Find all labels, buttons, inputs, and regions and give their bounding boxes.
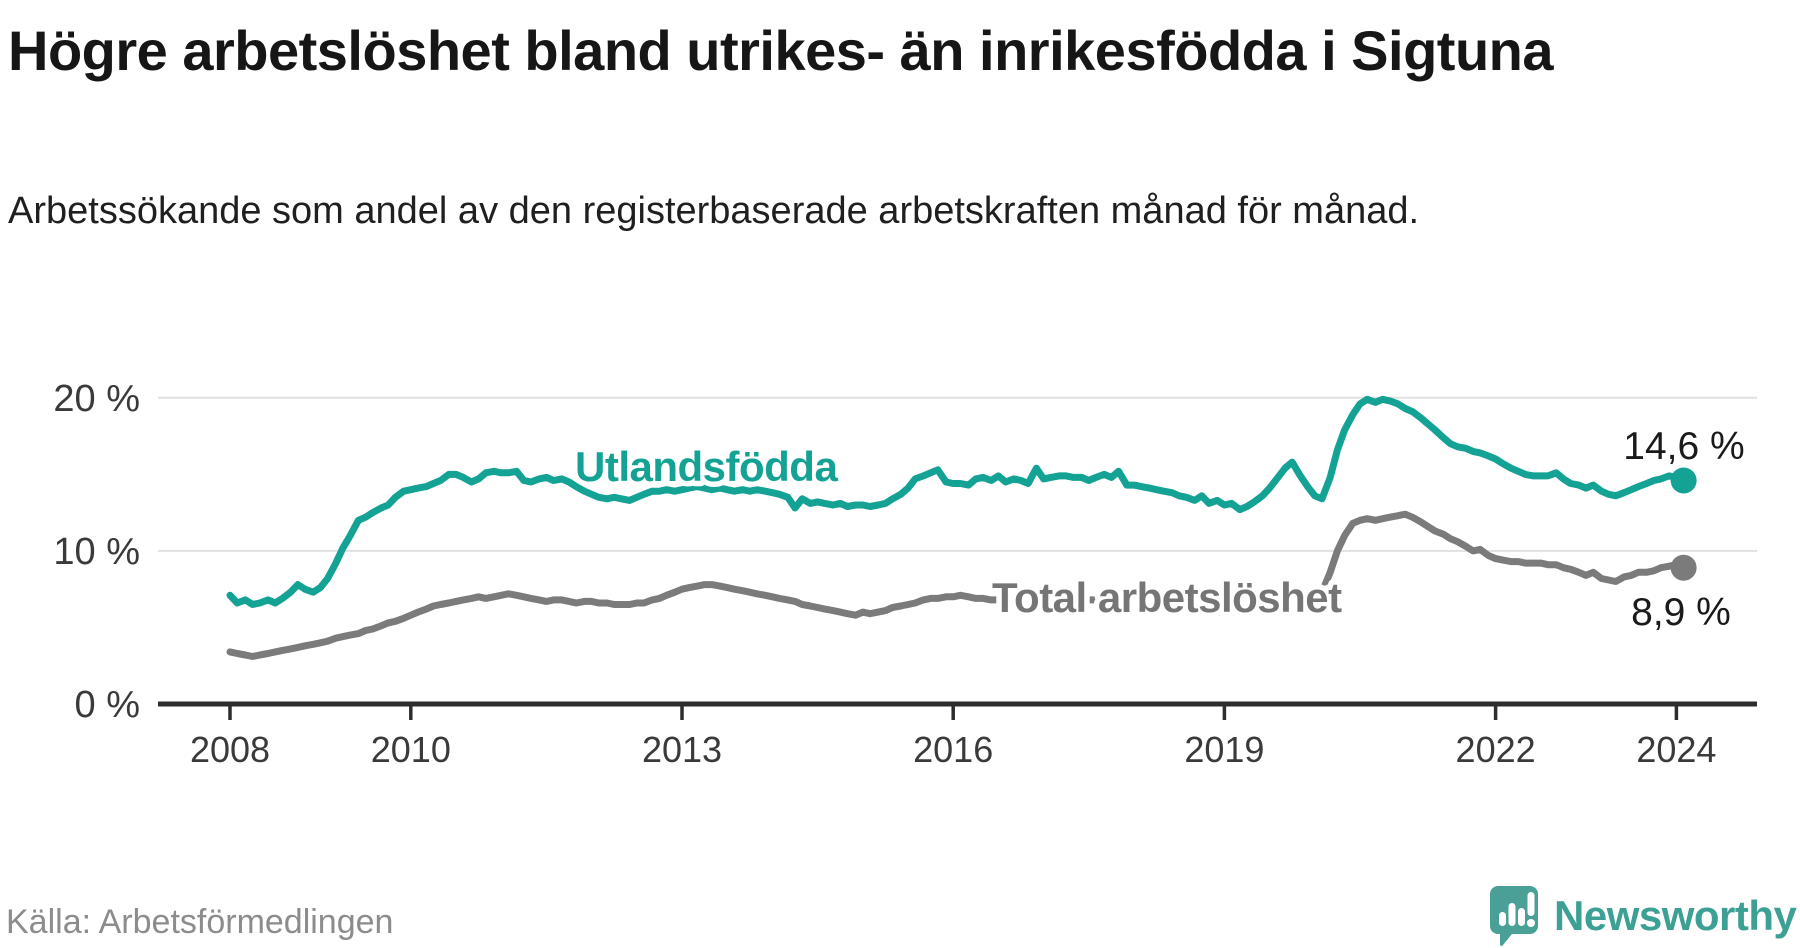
newsworthy-logo-icon bbox=[1490, 886, 1538, 947]
y-tick-label: 0 % bbox=[75, 684, 140, 726]
newsworthy-logo-text: Newsworthy bbox=[1554, 892, 1797, 939]
series-line-utlandsfodda bbox=[226, 395, 1688, 608]
source-note: Källa: Arbetsförmedlingen bbox=[6, 903, 394, 941]
x-tick-label: 2013 bbox=[642, 729, 722, 770]
x-tick-label: 2022 bbox=[1456, 729, 1536, 770]
series-label-total-arbetsloshet: Total arbetslöshet bbox=[992, 574, 1342, 621]
x-tick-label: 2010 bbox=[371, 729, 451, 770]
x-tick-label: 2024 bbox=[1636, 729, 1716, 770]
y-tick-label: 10 % bbox=[53, 531, 140, 573]
series-value-label-utlandsfodda: 14,6 % bbox=[1623, 425, 1744, 468]
series-line-total-arbetsloshet bbox=[226, 510, 1688, 660]
x-tick-label: 2016 bbox=[913, 729, 993, 770]
series-value-label-total-arbetsloshet: 8,9 % bbox=[1631, 591, 1731, 634]
series-end-dot-utlandsfodda bbox=[1670, 467, 1697, 494]
y-tick-label: 20 % bbox=[53, 378, 140, 420]
newsworthy-logo: Newsworthy bbox=[1488, 884, 1800, 948]
x-tick-label: 2008 bbox=[190, 729, 270, 770]
chart-subtitle: Arbetssökande som andel av den registerb… bbox=[8, 190, 1420, 232]
series-end-dot-total-arbetsloshet bbox=[1670, 554, 1697, 581]
x-tick-label: 2019 bbox=[1184, 729, 1264, 770]
page-title: Högre arbetslöshet bland utrikes- än inr… bbox=[8, 19, 1554, 82]
series-label-utlandsfodda: Utlandsfödda bbox=[575, 443, 838, 490]
